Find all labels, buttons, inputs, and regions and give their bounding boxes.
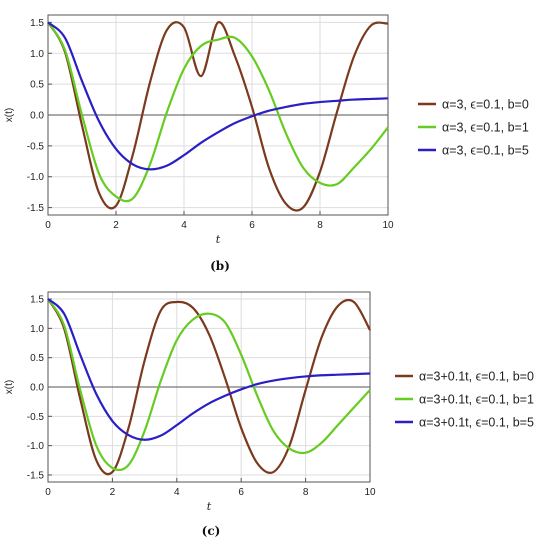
x-tick-label: 2 — [110, 487, 116, 498]
legend-label: α=3+0.1t, ϵ=0.1, b=1 — [419, 393, 534, 407]
series-line-2 — [47, 298, 371, 441]
x-tick-label: 2 — [113, 220, 119, 231]
legend-label: α=3+0.1t, ϵ=0.1, b=0 — [419, 370, 534, 384]
y-tick-label: -1.0 — [27, 441, 45, 452]
y-tick-label: -0.5 — [27, 141, 45, 152]
x-tick-label: 6 — [249, 220, 255, 231]
panel-caption: (c) — [202, 524, 221, 538]
x-tick-label: 6 — [238, 487, 244, 498]
y-tick-label: 1.5 — [30, 18, 44, 29]
y-axis-label: x(t) — [4, 380, 15, 394]
x-tick-label: 0 — [45, 487, 51, 498]
x-tick-label: 4 — [181, 220, 187, 231]
y-tick-label: 0.0 — [30, 383, 44, 394]
series-line-2 — [47, 21, 389, 171]
series-line-1 — [47, 298, 371, 472]
series-line-1 — [47, 21, 389, 203]
legend-label: α=3, ϵ=0.1, b=0 — [442, 98, 529, 112]
legend-label: α=3+0.1t, ϵ=0.1, b=5 — [419, 416, 534, 430]
chart-panel-c: 0 2 4 6 8 10 -1.5 -1.0 -0.5 0.0 0.5 1.0 1.5 t x(t) α=3+… — [4, 291, 534, 538]
x-tick-label: 4 — [174, 487, 180, 498]
x-tick-label: 0 — [45, 220, 51, 231]
y-tick-label: -1.5 — [27, 203, 45, 214]
y-tick-label: -1.0 — [27, 172, 45, 183]
x-tick-label: 10 — [382, 220, 394, 231]
y-tick-label: 0.0 — [30, 111, 44, 122]
y-tick-label: 0.5 — [30, 353, 44, 364]
y-tick-label: -1.5 — [27, 470, 45, 481]
x-tick-label: 8 — [317, 220, 323, 231]
y-tick-label: -0.5 — [27, 412, 45, 423]
legend-label: α=3, ϵ=0.1, b=5 — [442, 144, 529, 158]
x-axis-label: t — [207, 500, 212, 513]
y-tick-label: 1.0 — [30, 324, 44, 335]
x-axis-label: t — [216, 233, 221, 246]
chart-panel-b: 0 2 4 6 8 10 -1.5 -1.0 -0.5 0.0 0.5 1.0 1.5 t x(t) α=3,… — [4, 14, 529, 273]
panel-caption: (b) — [210, 259, 230, 273]
y-tick-label: 1.0 — [30, 49, 44, 60]
legend-label: α=3, ϵ=0.1, b=1 — [442, 121, 529, 135]
x-tick-label: 10 — [364, 487, 376, 498]
x-tick-label: 8 — [303, 487, 309, 498]
y-axis-label: x(t) — [4, 108, 15, 122]
series-line-0 — [47, 21, 389, 212]
y-tick-label: 0.5 — [30, 80, 44, 91]
y-tick-label: 1.5 — [30, 295, 44, 306]
series-line-0 — [47, 298, 371, 476]
